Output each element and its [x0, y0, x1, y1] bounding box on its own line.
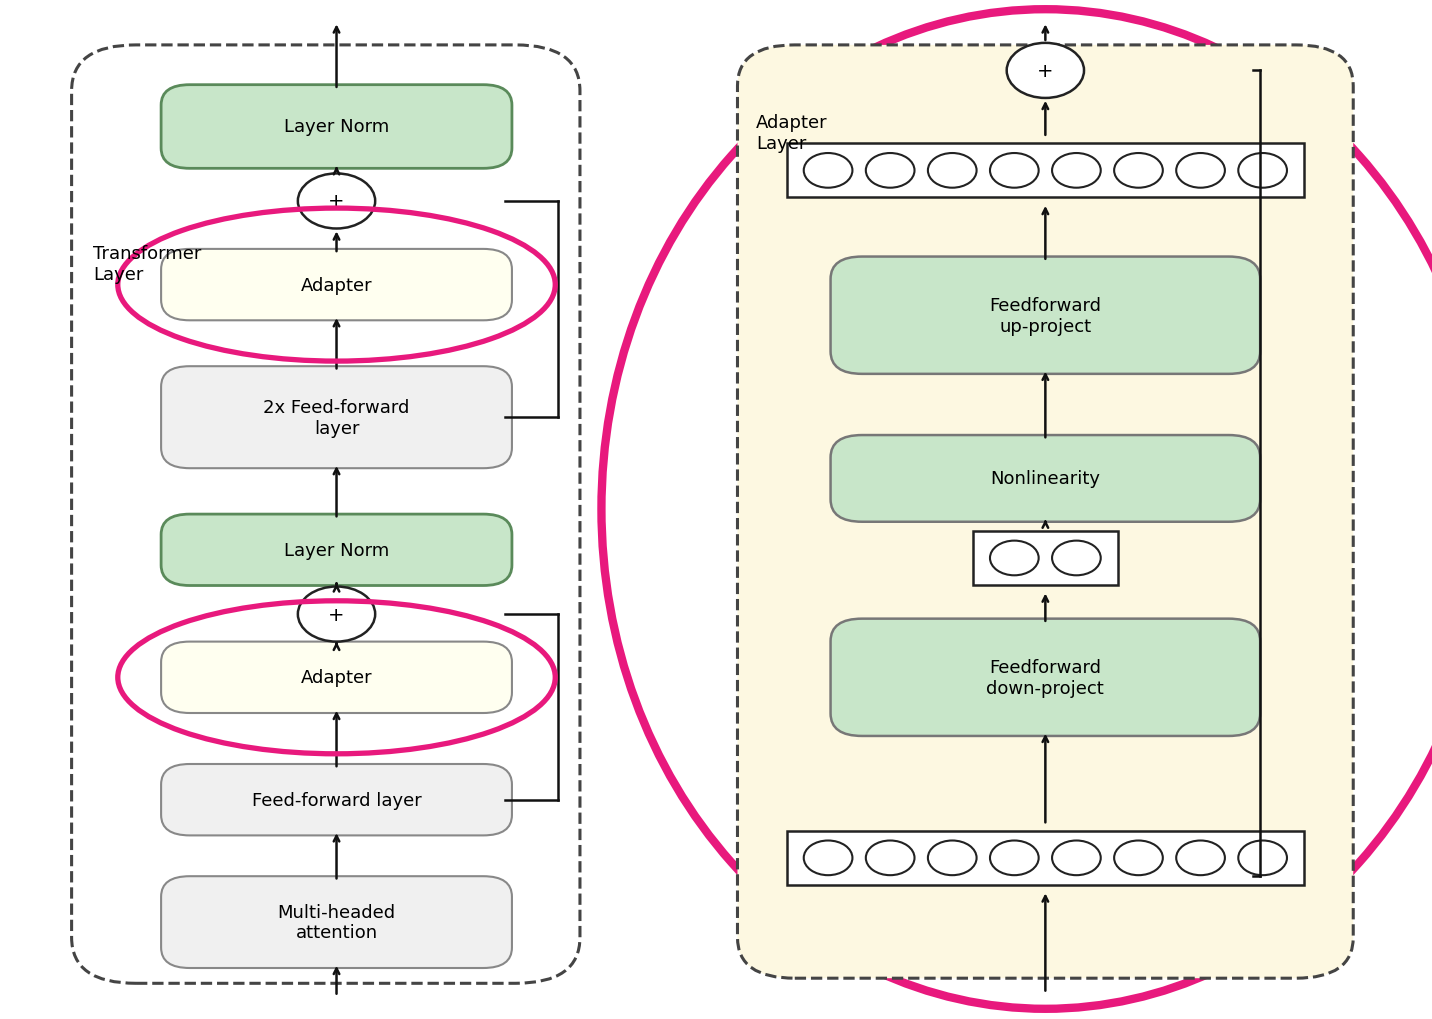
Circle shape	[1176, 841, 1224, 875]
Text: +: +	[1037, 62, 1054, 81]
Text: +: +	[328, 605, 345, 624]
Circle shape	[803, 154, 852, 189]
Circle shape	[928, 154, 977, 189]
Text: Multi-headed
attention: Multi-headed attention	[278, 903, 395, 942]
Circle shape	[866, 841, 915, 875]
FancyBboxPatch shape	[831, 619, 1260, 736]
Circle shape	[866, 154, 915, 189]
Circle shape	[803, 841, 852, 875]
FancyBboxPatch shape	[160, 876, 513, 968]
FancyBboxPatch shape	[831, 258, 1260, 375]
Circle shape	[990, 154, 1038, 189]
Text: Feedforward
down-project: Feedforward down-project	[987, 658, 1104, 697]
Text: Layer Norm: Layer Norm	[284, 541, 390, 559]
Circle shape	[1114, 154, 1163, 189]
Circle shape	[1007, 44, 1084, 99]
FancyBboxPatch shape	[972, 532, 1118, 585]
FancyBboxPatch shape	[737, 46, 1353, 978]
FancyBboxPatch shape	[786, 832, 1305, 884]
Circle shape	[1239, 841, 1287, 875]
Text: Transformer
Layer: Transformer Layer	[93, 245, 202, 283]
FancyBboxPatch shape	[160, 250, 513, 321]
Text: +: +	[328, 193, 345, 211]
Text: Feedforward
up-project: Feedforward up-project	[990, 297, 1101, 335]
Circle shape	[1176, 154, 1224, 189]
Circle shape	[1053, 841, 1101, 875]
Text: Adapter
Layer: Adapter Layer	[756, 114, 828, 153]
Circle shape	[990, 541, 1038, 576]
FancyBboxPatch shape	[160, 642, 513, 713]
FancyBboxPatch shape	[786, 145, 1305, 198]
Circle shape	[1053, 154, 1101, 189]
Circle shape	[990, 841, 1038, 875]
Text: Nonlinearity: Nonlinearity	[991, 470, 1100, 488]
FancyBboxPatch shape	[160, 764, 513, 836]
FancyBboxPatch shape	[831, 436, 1260, 522]
Circle shape	[298, 587, 375, 642]
Circle shape	[1053, 541, 1101, 576]
Text: Adapter: Adapter	[301, 668, 372, 687]
Text: Layer Norm: Layer Norm	[284, 118, 390, 137]
FancyBboxPatch shape	[160, 367, 513, 469]
Circle shape	[928, 841, 977, 875]
Text: Feed-forward layer: Feed-forward layer	[252, 791, 421, 809]
Circle shape	[1114, 841, 1163, 875]
Circle shape	[298, 174, 375, 229]
FancyBboxPatch shape	[72, 46, 580, 983]
Circle shape	[1239, 154, 1287, 189]
Text: 2x Feed-forward
layer: 2x Feed-forward layer	[263, 398, 410, 437]
FancyBboxPatch shape	[160, 515, 513, 586]
FancyBboxPatch shape	[160, 86, 513, 169]
Text: Adapter: Adapter	[301, 276, 372, 294]
